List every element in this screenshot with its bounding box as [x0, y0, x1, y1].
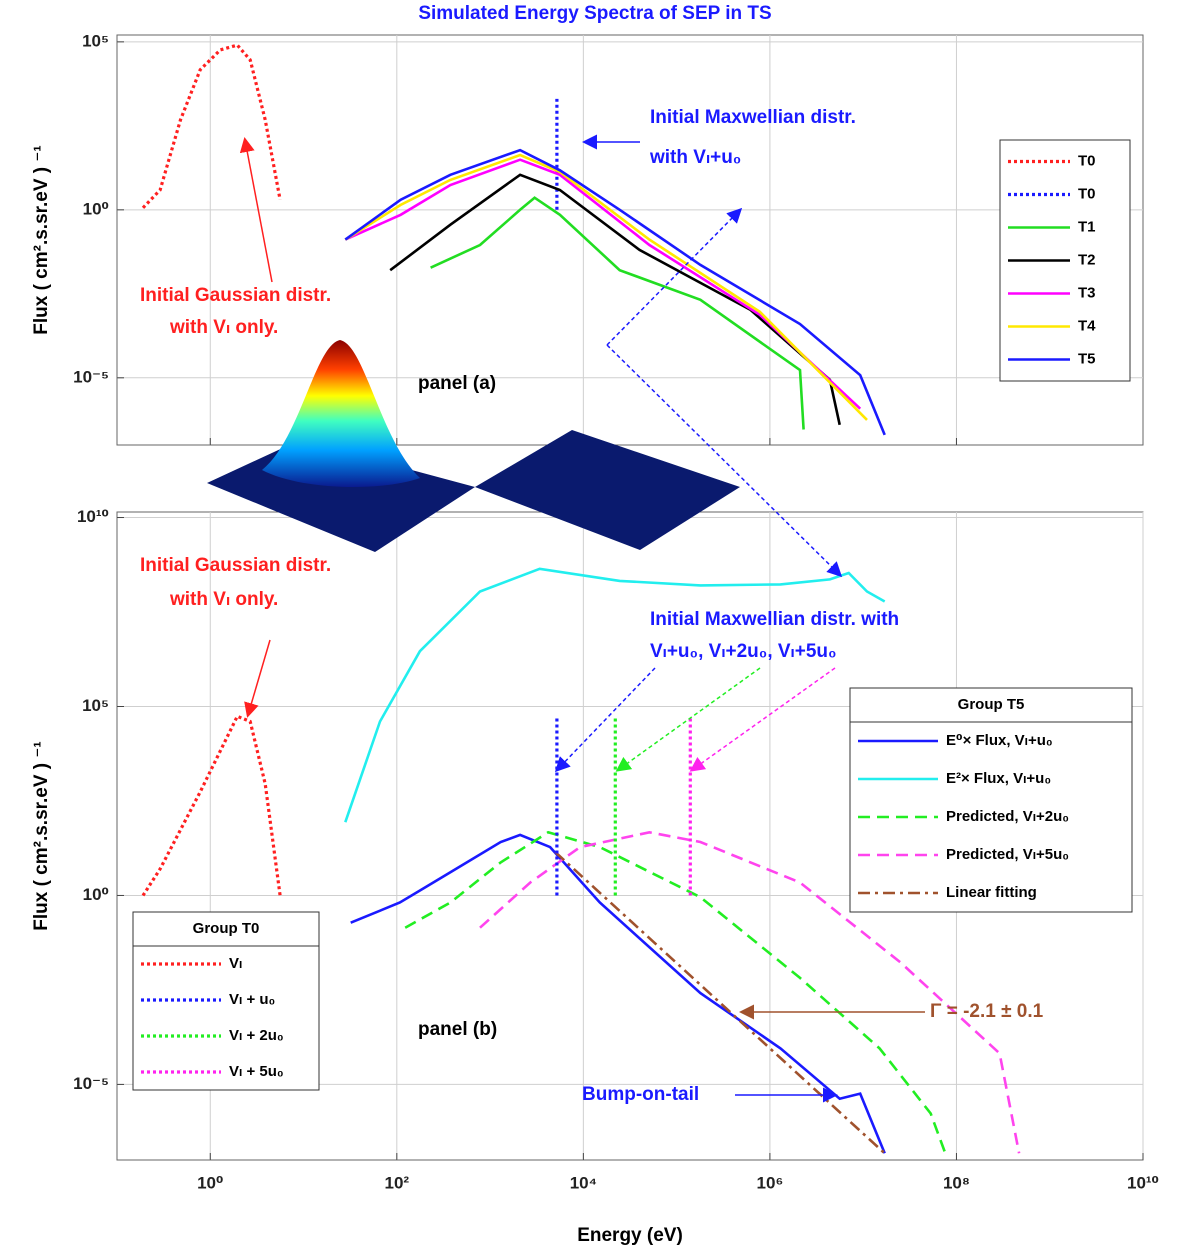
series-line [141, 43, 282, 209]
series-line [344, 158, 862, 410]
legend-label: Predicted, Vₗ+5u₀ [946, 846, 1069, 863]
legend-label: Linear fitting [946, 884, 1037, 901]
chart-title: Simulated Energy Spectra of SEP in TS [418, 3, 771, 24]
annotation: with Vₗ only. [169, 589, 278, 610]
y-axis-label: Flux ( cm².s.sr.eV ) ⁻¹ [31, 741, 52, 931]
x-axis-label: Energy (eV) [577, 1225, 683, 1246]
legend-label: T4 [1078, 317, 1096, 334]
annotation: with Vₗ+u₀ [649, 147, 741, 168]
x-tick-label: 10⁰ [197, 1173, 223, 1192]
legend-label: E⁰× Flux, Vₗ+u₀ [946, 732, 1053, 749]
legend-label: T0 [1078, 185, 1096, 202]
legend-label: T2 [1078, 251, 1096, 268]
annotation: Γ = -2.1 ± 0.1 [930, 1001, 1044, 1022]
y-tick-label: 10⁰ [83, 199, 109, 218]
legend-layer: T0 T0 T1 T2 T3 T4 T5 Group T5 E⁰× Flux, Vₗ+u₀ E²×… [132, 139, 1133, 1091]
x-tick-label: 10⁴ [570, 1173, 597, 1192]
annotation: with Vₗ only. [169, 317, 278, 338]
legend-box [849, 687, 1133, 913]
panel-label: panel (a) [418, 373, 496, 394]
legend-label: Vₗ + 2u₀ [229, 1027, 284, 1044]
y-axis-label: Flux ( cm².s.sr.eV ) ⁻¹ [31, 145, 52, 335]
annotation: Initial Maxwellian distr. with [650, 609, 899, 630]
legend-label: T1 [1078, 218, 1096, 235]
annotation: Bump-on-tail [582, 1084, 699, 1105]
series-line [344, 567, 886, 823]
legend-label: Vₗ [229, 955, 242, 972]
legend-title: Group T0 [193, 920, 260, 937]
y-tick-label: 10⁵ [82, 31, 109, 50]
gaussian-surface [207, 340, 475, 552]
legend-title: Group T5 [958, 696, 1025, 713]
legend-label: Vₗ + 5u₀ [229, 1063, 284, 1080]
annotation: Vₗ+u₀, Vₗ+2u₀, Vₗ+5u₀ [650, 641, 837, 662]
legend-label: T5 [1078, 350, 1096, 367]
series-line [430, 196, 805, 430]
legend-box [132, 911, 320, 1091]
y-tick-label: 10⁵ [82, 696, 109, 715]
plot-area [116, 34, 1144, 446]
series-line [404, 830, 947, 1154]
annotation: Initial Gaussian distr. [140, 555, 331, 576]
x-tick-label: 10⁶ [757, 1173, 784, 1192]
y-tick-label: 10⁻⁵ [73, 367, 109, 386]
series-line [344, 148, 886, 436]
series-line [141, 714, 282, 897]
y-tick-label: 10¹⁰ [77, 507, 109, 526]
data-layer [141, 43, 1021, 1155]
annotation: Initial Maxwellian distr. [650, 107, 856, 128]
annotation-arrows [239, 134, 925, 1103]
series-line [344, 153, 868, 421]
x-tick-label: 10⁸ [943, 1173, 970, 1192]
y-tick-label: 10⁰ [83, 885, 109, 904]
series-line [350, 833, 886, 1154]
y-tick-label: 10⁻⁵ [73, 1074, 109, 1093]
series-line [479, 830, 1021, 1154]
maxwellian-surface [475, 345, 740, 550]
legend-label: E²× Flux, Vₗ+u₀ [946, 770, 1051, 787]
legend-label: Vₗ + u₀ [229, 991, 275, 1008]
annotation: Initial Gaussian distr. [140, 285, 331, 306]
x-tick-label: 10² [385, 1173, 410, 1192]
legend-label: T0 [1078, 152, 1096, 169]
legend-label: Predicted, Vₗ+2u₀ [946, 808, 1069, 825]
legend-label: T3 [1078, 284, 1096, 301]
x-tick-label: 10¹⁰ [1127, 1173, 1159, 1192]
panel-label: panel (b) [418, 1019, 497, 1040]
